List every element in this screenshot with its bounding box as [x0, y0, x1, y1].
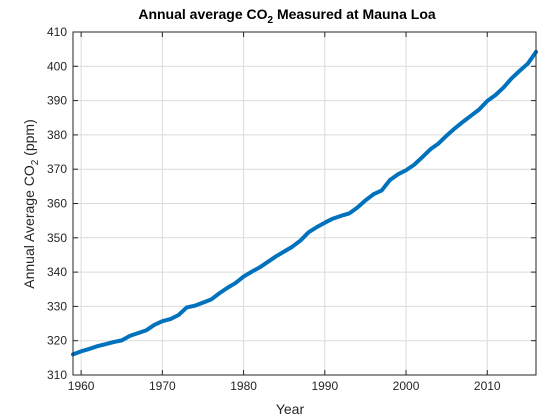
chart-title-prefix: Annual average CO — [138, 6, 267, 22]
y-axis-label: Annual Average CO2 (ppm) — [21, 119, 41, 289]
x-tick-label: 2010 — [474, 379, 501, 393]
y-tick-label: 330 — [47, 299, 67, 313]
x-axis-label: Year — [276, 401, 305, 417]
x-tick-label: 1960 — [68, 379, 95, 393]
y-tick-label: 360 — [47, 197, 67, 211]
y-tick-label: 320 — [47, 334, 67, 348]
y-tick-label: 390 — [47, 94, 67, 108]
y-tick-label: 350 — [47, 231, 67, 245]
chart-title: Annual average CO2 Measured at Mauna Loa — [138, 6, 436, 26]
y-tick-label: 310 — [47, 368, 67, 382]
axis-ticks — [73, 31, 536, 376]
y-axis-label-subscript: 2 — [30, 159, 41, 165]
x-tick-label: 1970 — [149, 379, 176, 393]
x-tick-label: 2000 — [393, 379, 420, 393]
chart-title-subscript: 2 — [268, 15, 274, 26]
x-tick-label: 1990 — [311, 379, 338, 393]
y-tick-label: 400 — [47, 59, 67, 73]
y-tick-label: 340 — [47, 265, 67, 279]
grid-lines — [73, 31, 536, 376]
y-tick-label: 380 — [47, 128, 67, 142]
chart-title-suffix: Measured at Mauna Loa — [273, 6, 436, 22]
y-tick-label: 410 — [47, 25, 67, 39]
y-tick-label: 370 — [47, 162, 67, 176]
tick-labels: 1960 1970 1980 1990 2000 2010 310 320 330 340 350 3… — [47, 25, 501, 393]
y-axis-label-suffix: (ppm) — [21, 119, 37, 159]
y-axis-label-prefix: Annual Average CO — [21, 165, 37, 289]
x-tick-label: 1980 — [230, 379, 257, 393]
co2-series-line — [71, 49, 538, 357]
